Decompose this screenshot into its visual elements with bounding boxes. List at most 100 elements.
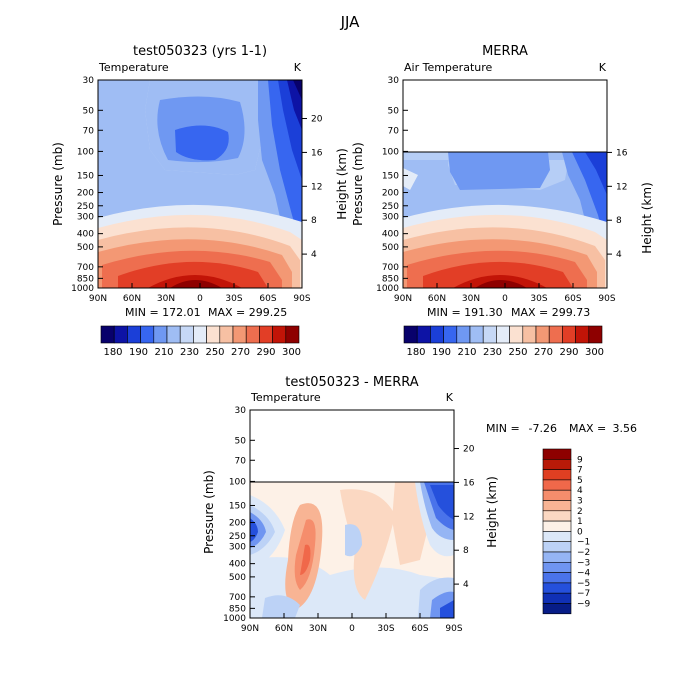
y-tick-label: 850 xyxy=(382,274,399,284)
colorbar-label: 250 xyxy=(205,347,224,358)
panel-merra-variable: Air Temperature xyxy=(404,61,493,74)
colorbar-swatch xyxy=(542,582,572,594)
colorbar-swatch xyxy=(153,325,168,344)
colorbar-swatch xyxy=(542,603,572,615)
y-tick-label: 30 xyxy=(388,76,400,86)
colorbar-label: 3 xyxy=(577,497,583,507)
y-tick-label: 50 xyxy=(83,106,95,116)
panel-merra-min: MIN = 191.30 xyxy=(427,306,503,319)
height-tick-label: 12 xyxy=(311,182,322,192)
colorbar-swatch xyxy=(542,520,572,532)
panel-diff-ylabel: Pressure (mb) xyxy=(202,470,216,554)
colorbar-label: −9 xyxy=(577,600,591,610)
x-tick-label: 0 xyxy=(349,624,355,634)
panel-model-ylabel: Pressure (mb) xyxy=(51,142,65,226)
y-tick-label: 1000 xyxy=(223,614,246,624)
height-tick-label: 4 xyxy=(311,250,317,260)
colorbar-label: 230 xyxy=(483,347,502,358)
y-tick-label: 1000 xyxy=(71,284,94,294)
x-tick-label: 30N xyxy=(462,294,480,304)
x-tick-label: 30S xyxy=(225,294,242,304)
colorbar-swatch xyxy=(219,325,234,344)
y-tick-label: 400 xyxy=(77,230,94,240)
y-tick-label: 700 xyxy=(229,593,246,603)
panel-diff-min-label: MIN = xyxy=(486,422,520,435)
colorbar-swatch xyxy=(113,325,128,344)
x-tick-label: 60N xyxy=(428,294,446,304)
colorbar-label: 300 xyxy=(282,347,301,358)
panel-model-x-ticks: 90N 60N 30N 0 30S 60S 90S xyxy=(89,283,311,304)
height-tick-label: 4 xyxy=(616,250,622,260)
colorbar-swatch xyxy=(542,541,572,553)
panel-merra: MERRA Air Temperature K 30 50 70 100 150 200 2… xyxy=(351,44,654,358)
y-tick-label: 300 xyxy=(382,213,399,223)
panel-model-variable: Temperature xyxy=(98,61,169,74)
colorbar-label: −3 xyxy=(577,558,590,568)
y-tick-label: 70 xyxy=(83,126,95,136)
y-tick-label: 150 xyxy=(77,171,94,181)
colorbar-swatch xyxy=(542,531,572,543)
colorbar-swatch xyxy=(469,325,484,344)
y-tick-label: 200 xyxy=(229,519,246,529)
x-tick-label: 60N xyxy=(123,294,141,304)
colorbar-label: −7 xyxy=(577,589,590,599)
height-tick-label: 4 xyxy=(463,580,469,590)
panel-merra-units: K xyxy=(599,61,607,74)
y-tick-label: 70 xyxy=(388,126,400,136)
colorbar-swatch xyxy=(206,325,221,344)
colorbar-swatch xyxy=(542,561,572,573)
colorbar-label: 290 xyxy=(256,347,275,358)
panel-merra-colorbar: 180 190 210 230 250 270 290 300 xyxy=(403,325,604,358)
y-tick-label: 50 xyxy=(388,106,400,116)
colorbar-label: 180 xyxy=(103,347,122,358)
colorbar-label: 210 xyxy=(154,347,173,358)
colorbar-label: 210 xyxy=(457,347,476,358)
panel-merra-title: MERRA xyxy=(482,44,528,59)
colorbar-swatch xyxy=(542,479,572,491)
panel-diff-field xyxy=(250,482,454,618)
colorbar-swatch xyxy=(166,325,181,344)
height-tick-label: 16 xyxy=(311,148,323,158)
colorbar-label: 2 xyxy=(577,507,583,517)
x-tick-label: 60N xyxy=(275,624,293,634)
y-tick-label: 250 xyxy=(77,202,94,212)
colorbar-swatch xyxy=(100,325,115,344)
colorbar-swatch xyxy=(272,325,287,344)
panel-model-max: MAX = 299.25 xyxy=(208,306,287,319)
colorbar-label: 4 xyxy=(577,486,583,496)
panel-merra-height-ticks: 16 12 8 4 xyxy=(607,148,628,260)
y-tick-label: 30 xyxy=(83,76,95,86)
colorbar-label: 190 xyxy=(432,347,451,358)
height-tick-label: 8 xyxy=(616,216,622,226)
panel-diff-units: K xyxy=(446,391,454,404)
colorbar-label: 190 xyxy=(129,347,148,358)
panel-diff-min-value: -7.26 xyxy=(529,422,557,435)
panel-model-min: MIN = 172.01 xyxy=(125,306,201,319)
x-tick-label: 0 xyxy=(502,294,508,304)
x-tick-label: 90N xyxy=(89,294,107,304)
y-tick-label: 850 xyxy=(77,274,94,284)
x-tick-label: 90S xyxy=(445,624,462,634)
panel-diff: test050323 - MERRA Temperature K 3050701… xyxy=(202,375,637,634)
colorbar-swatch xyxy=(562,325,576,344)
colorbar-label: 0 xyxy=(577,527,583,537)
height-tick-label: 20 xyxy=(311,115,323,125)
y-tick-label: 100 xyxy=(229,477,246,487)
colorbar-swatch xyxy=(245,325,260,344)
panel-model-units: K xyxy=(294,61,302,74)
x-tick-label: 90N xyxy=(394,294,412,304)
colorbar-label: 1 xyxy=(577,517,583,527)
panel-model: test050323 (yrs 1-1) Temperature K 30 50 7… xyxy=(51,44,349,358)
panel-model-title: test050323 (yrs 1-1) xyxy=(133,44,267,59)
panel-model-field xyxy=(98,80,302,288)
colorbar-swatch xyxy=(542,592,572,604)
x-tick-label: 60S xyxy=(259,294,276,304)
x-tick-label: 60S xyxy=(564,294,581,304)
y-tick-label: 250 xyxy=(382,202,399,212)
colorbar-swatch xyxy=(259,325,273,344)
colorbar-swatch xyxy=(535,325,550,344)
